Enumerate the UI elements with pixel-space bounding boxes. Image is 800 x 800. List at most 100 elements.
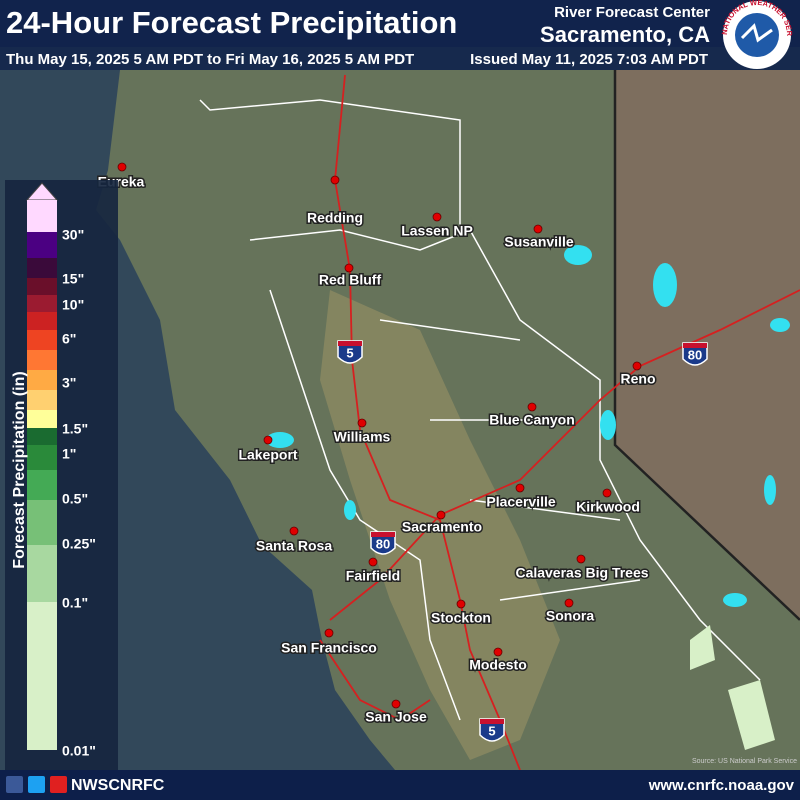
website[interactable]: www.cnrfc.noaa.gov (648, 777, 795, 794)
legend-swatch (27, 330, 57, 350)
valid-period: Thu May 15, 2025 5 AM PDT to Fri May 16,… (6, 51, 414, 68)
legend-label: 0.25" (62, 536, 96, 552)
city-label: Santa Rosa (256, 538, 332, 554)
city-dot (263, 435, 273, 445)
city-dot (632, 361, 642, 371)
city-label: Susanville (504, 234, 573, 250)
legend-label: 10" (62, 297, 84, 313)
city-dot (357, 418, 367, 428)
city-label: Red Bluff (319, 272, 382, 288)
legend-label: 6" (62, 331, 76, 347)
legend-swatch (27, 295, 57, 312)
state-line (613, 70, 800, 621)
city-dot (564, 598, 574, 608)
map-source: Source: US National Park Service (692, 758, 797, 765)
legend-swatch (27, 428, 57, 445)
legend-swatch (27, 232, 57, 258)
city-dot (368, 557, 378, 567)
facebook-icon[interactable] (6, 776, 23, 793)
legend-label: 1.5" (62, 421, 88, 437)
shield-top (371, 532, 395, 537)
city-dot (330, 175, 340, 185)
youtube-icon[interactable] (50, 776, 67, 793)
shield-top (480, 719, 504, 724)
city-dot (432, 212, 442, 222)
city-label: Calaveras Big Trees (515, 565, 648, 581)
highway-shield (370, 531, 396, 555)
legend-swatch (27, 445, 57, 470)
legend-label: 30" (62, 227, 84, 243)
office-line1: River Forecast Center (554, 4, 710, 21)
city-label: Williams (334, 429, 391, 445)
central-valley (320, 290, 560, 760)
city-label: Lakeport (238, 447, 297, 463)
shield-number: 80 (688, 347, 702, 362)
city-label: San Francisco (281, 640, 377, 656)
city-label: Redding (307, 210, 363, 226)
city-label: Sacramento (402, 519, 482, 535)
legend-label: 3" (62, 375, 76, 391)
legend-swatch (27, 410, 57, 428)
legend-swatch (27, 258, 57, 278)
legend-label: 1" (62, 446, 76, 462)
highways (319, 74, 800, 771)
shield-top (338, 341, 362, 346)
city-label: Placerville (486, 494, 555, 510)
legend-swatch (27, 278, 57, 295)
city-label: Lassen NP (401, 223, 473, 239)
legend-swatch (27, 545, 57, 602)
city-dot (324, 628, 334, 638)
highway-shield (682, 342, 708, 366)
legend-swatch (27, 470, 57, 500)
highway-shield (337, 340, 363, 364)
legend-swatch (27, 602, 57, 750)
city-dot (527, 402, 537, 412)
city-dot (493, 647, 503, 657)
city-dot (456, 599, 466, 609)
city-label: Sonora (546, 608, 594, 624)
footer-bar (0, 770, 800, 800)
city-dot (602, 488, 612, 498)
legend-swatch (27, 312, 57, 330)
city-label: Blue Canyon (489, 412, 575, 428)
title: 24-Hour Forecast Precipitation (6, 5, 457, 40)
highway-shield (479, 718, 505, 742)
legend-label: 15" (62, 271, 84, 287)
legend-label: 0.01" (62, 743, 96, 759)
city-label: Modesto (469, 657, 527, 673)
city-label: Kirkwood (576, 499, 640, 515)
header-bar (0, 0, 800, 47)
legend-swatch (27, 500, 57, 545)
shield-number: 80 (376, 536, 390, 551)
shield-top (683, 343, 707, 348)
legend-label: 0.5" (62, 491, 88, 507)
city-dot (289, 526, 299, 536)
legend-label: 0.1" (62, 595, 88, 611)
lakes (266, 245, 790, 607)
legend-swatch (27, 350, 57, 370)
city-label: Fairfield (346, 568, 400, 584)
legend-panel (5, 180, 118, 770)
city-dot (344, 263, 354, 273)
twitter-icon[interactable] (28, 776, 45, 793)
subheader-bar (0, 47, 800, 70)
shield-number: 5 (346, 345, 353, 360)
city-dot (515, 483, 525, 493)
office-line2: Sacramento, CA (540, 22, 710, 47)
shield-number: 5 (488, 723, 495, 738)
precip-area (690, 625, 775, 750)
city-dot (436, 510, 446, 520)
city-dot (576, 554, 586, 564)
city-dot (391, 699, 401, 709)
city-label: San Jose (365, 709, 427, 725)
legend-title: Forecast Precipitation (in) (11, 371, 28, 568)
issued: Issued May 11, 2025 7:03 AM PDT (470, 51, 708, 68)
legend-swatch (27, 390, 57, 410)
legend-swatch (27, 370, 57, 390)
city-label: Stockton (431, 610, 491, 626)
city-label: Reno (621, 371, 656, 387)
social-handle: NWSCNRFC (71, 777, 165, 794)
city-dot (533, 224, 543, 234)
legend-swatch (27, 200, 57, 232)
